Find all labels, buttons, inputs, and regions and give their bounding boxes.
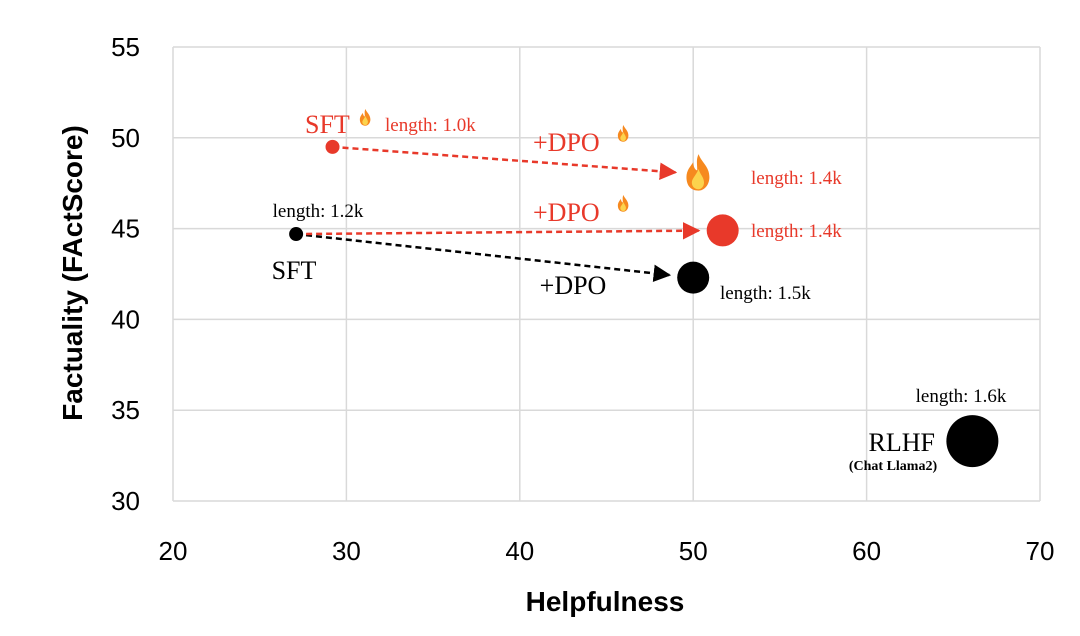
arrows — [305, 146, 701, 282]
sft-dpo-fact-length-label: length: 1.4k — [751, 221, 842, 242]
x-axis-title: Helpfulness — [526, 586, 685, 617]
y-tick-label: 40 — [111, 304, 140, 334]
fire-icon — [617, 125, 629, 142]
y-tick-label: 50 — [111, 123, 140, 153]
y-tick-label: 35 — [111, 395, 140, 425]
point-sft_dpo_fact — [706, 214, 739, 247]
sft-fact-dpo-label: +DPO — [533, 128, 600, 157]
point-sft_fact_dpo — [686, 154, 710, 191]
arrow-sft-to-sft_dpo — [305, 233, 672, 282]
fire-icon — [617, 195, 629, 212]
sft-dpo-length-label: length: 1.5k — [720, 283, 811, 304]
x-tick-label: 50 — [679, 536, 708, 566]
point-rlhf — [946, 415, 999, 468]
sft-length-label: length: 1.2k — [273, 201, 364, 222]
sft-fact-dpo-length-label: length: 1.4k — [751, 168, 842, 189]
rlhf-subtitle: (Chat Llama2) — [849, 459, 938, 474]
fire-icon — [359, 109, 371, 126]
sft-dpo-fact-label: +DPO — [533, 198, 600, 227]
x-tick-label: 60 — [852, 536, 881, 566]
y-tick-label: 45 — [111, 214, 140, 244]
arrow-sft-to-sft_dpo_fact — [306, 222, 701, 240]
sft-label: SFT — [272, 256, 317, 285]
tick-labels: 20 30 40 50 60 70 30 35 40 45 50 55 — [111, 32, 1054, 566]
arrow-sft_fact-to-sft_fact_dpo — [342, 146, 678, 180]
sft-fact-length-label: length: 1.0k — [385, 115, 476, 136]
y-tick-label: 55 — [111, 32, 140, 62]
points — [289, 139, 999, 468]
point-sft — [289, 227, 304, 242]
rlhf-length-label: length: 1.6k — [916, 386, 1007, 407]
x-tick-label: 40 — [505, 536, 534, 566]
rlhf-label: RLHF — [869, 428, 935, 457]
sft-dpo-label: +DPO — [540, 271, 607, 300]
sft-fact-label: SFT — [305, 110, 350, 139]
x-tick-label: 70 — [1026, 536, 1055, 566]
y-tick-label: 30 — [111, 486, 140, 516]
x-tick-label: 30 — [332, 536, 361, 566]
point-sft_dpo — [677, 261, 710, 294]
grid — [172, 46, 1041, 502]
y-axis-title: Factuality (FActScore) — [57, 125, 88, 421]
x-tick-label: 20 — [159, 536, 188, 566]
point-sft_fact — [325, 139, 340, 154]
